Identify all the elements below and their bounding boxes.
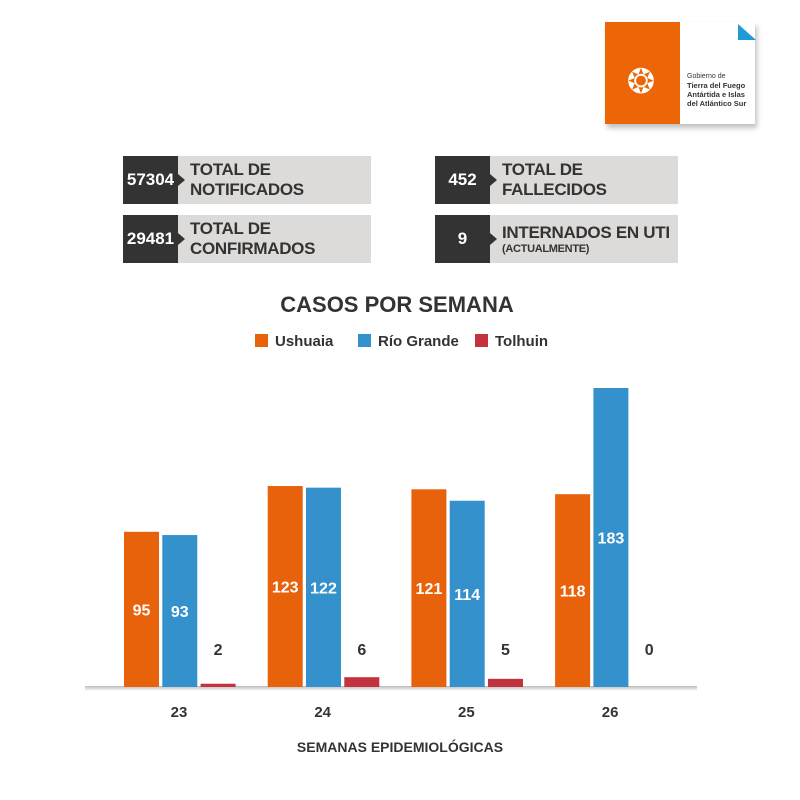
stat-label: INTERNADOS EN UTI <box>502 223 670 242</box>
chart-title: CASOS POR SEMANA <box>280 292 514 317</box>
data-label: 114 <box>454 587 480 604</box>
data-label: 123 <box>272 580 299 597</box>
data-label: 6 <box>357 642 366 659</box>
legend: Ushuaia Río Grande Tolhuin <box>255 333 548 350</box>
bar-ushuaia <box>267 486 303 687</box>
legend-label: Tolhuin <box>495 333 548 350</box>
logo-line: Antártida e Islas <box>687 90 745 99</box>
logo-line: del Atlántico Sur <box>687 99 747 108</box>
stat-internados-uti: 9 INTERNADOS EN UTI (ACTUALMENTE) <box>435 215 678 263</box>
bar-río-grande <box>449 500 485 687</box>
data-label: 2 <box>214 642 223 659</box>
stat-label: TOTAL DE FALLECIDOS <box>502 160 607 199</box>
logo-line: Gobierno de <box>687 73 726 80</box>
bar-ushuaia <box>411 489 447 687</box>
x-axis-title: SEMANAS EPIDEMIOLÓGICAS <box>297 738 503 755</box>
x-tick-label: 25 <box>458 704 475 721</box>
x-tick-label: 23 <box>171 704 188 721</box>
stat-sublabel: (ACTUALMENTE) <box>502 243 590 255</box>
stat-value: 9 <box>435 215 497 263</box>
data-label: 118 <box>560 584 586 601</box>
coat-of-arms-icon: ❂ <box>626 63 656 101</box>
legend-swatch <box>255 334 268 347</box>
x-tick-label: 24 <box>314 704 331 721</box>
stat-confirmados: 29481 TOTAL DE CONFIRMADOS <box>123 215 371 263</box>
bar-río-grande <box>162 535 198 687</box>
data-label: 5 <box>501 642 510 659</box>
bar-río-grande <box>306 487 341 687</box>
bar-ushuaia <box>555 494 591 687</box>
stat-value: 452 <box>435 156 497 204</box>
logo-line: Tierra del Fuego <box>687 81 746 90</box>
stat-notificados: 57304 TOTAL DE NOTIFICADOS <box>123 156 371 204</box>
legend-swatch <box>358 334 371 347</box>
data-label: 122 <box>310 580 337 597</box>
government-logo: ❂ Gobierno de Tierra del Fuego Antártida… <box>605 22 755 124</box>
x-axis <box>85 686 697 691</box>
stat-fallecidos: 452 TOTAL DE FALLECIDOS <box>435 156 678 204</box>
legend-label: Río Grande <box>378 333 459 350</box>
stat-value: 57304 <box>123 156 185 204</box>
data-label: 0 <box>645 642 654 659</box>
stat-label: TOTAL DE CONFIRMADOS <box>190 219 316 258</box>
bar-río-grande <box>593 388 629 687</box>
stat-label: TOTAL DE NOTIFICADOS <box>190 160 304 199</box>
bar-ushuaia <box>124 531 159 687</box>
x-tick-label: 26 <box>602 704 619 721</box>
data-label: 93 <box>171 604 189 621</box>
stat-value: 29481 <box>123 215 185 263</box>
bar-tolhuin <box>344 677 380 687</box>
data-label: 183 <box>598 531 625 548</box>
bar-tolhuin <box>488 678 523 687</box>
data-label: 95 <box>133 602 151 619</box>
legend-swatch <box>475 334 488 347</box>
legend-label: Ushuaia <box>275 333 334 350</box>
data-label: 121 <box>416 581 443 598</box>
bar-tolhuin <box>200 683 236 687</box>
